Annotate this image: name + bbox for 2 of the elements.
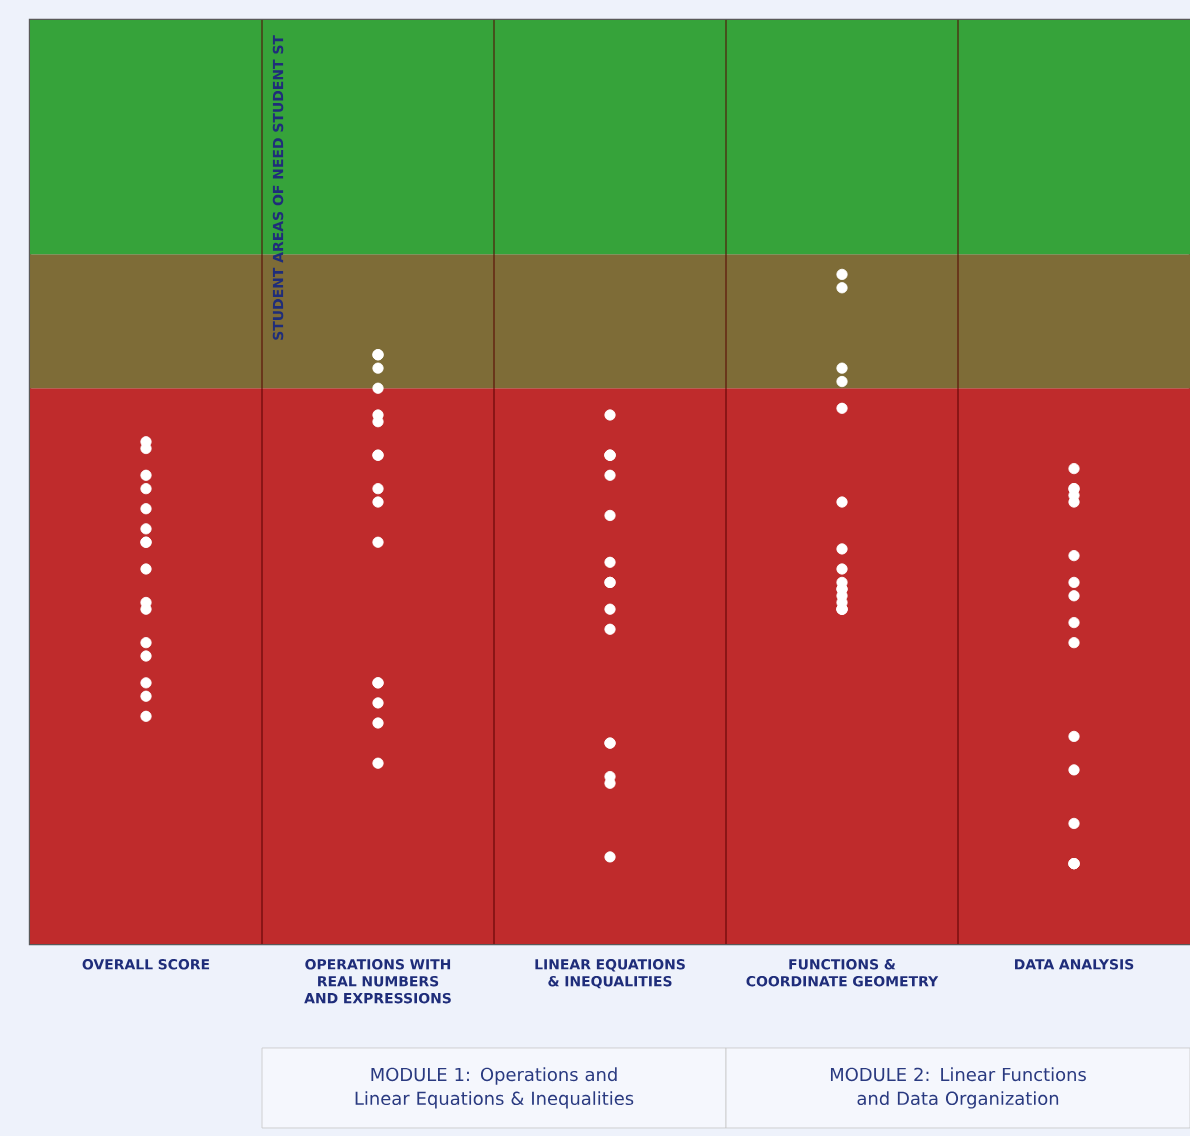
text: MODULE 2: Linear Functions and Data Organization — [830, 1067, 1086, 1109]
text: MODULE 1: Operations and Linear Equations & Inequalities — [355, 1067, 634, 1109]
